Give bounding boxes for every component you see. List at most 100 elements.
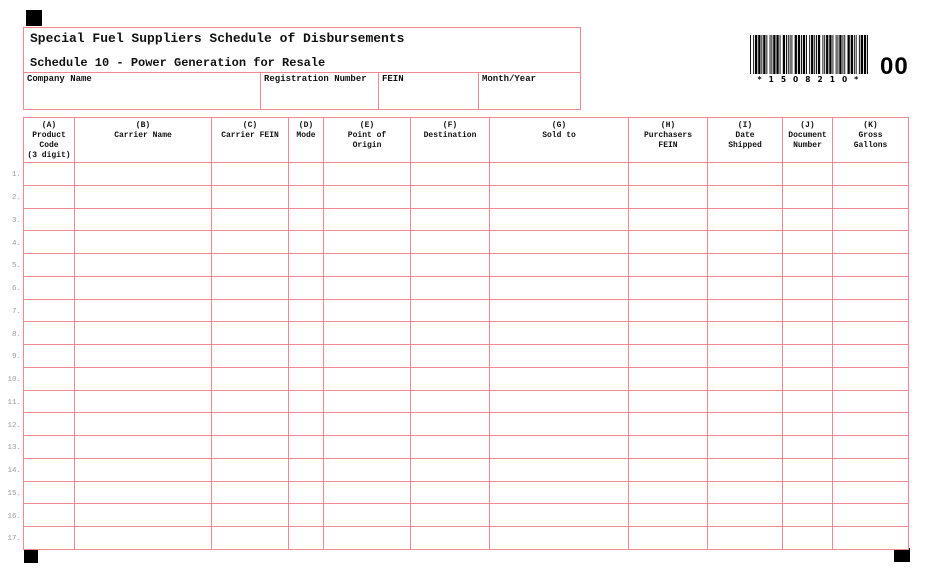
- table-cell[interactable]: [629, 413, 708, 437]
- table-cell[interactable]: [833, 390, 909, 414]
- table-cell[interactable]: [411, 367, 490, 391]
- table-cell[interactable]: [490, 481, 629, 505]
- table-cell[interactable]: [629, 231, 708, 255]
- table-cell[interactable]: [833, 436, 909, 459]
- table-cell[interactable]: [783, 527, 833, 550]
- table-cell[interactable]: [289, 390, 324, 414]
- table-cell[interactable]: [24, 185, 75, 209]
- table-cell[interactable]: [212, 367, 289, 391]
- table-cell[interactable]: [490, 299, 629, 323]
- table-cell[interactable]: [411, 345, 490, 368]
- table-cell[interactable]: [490, 208, 629, 232]
- table-cell[interactable]: [411, 299, 490, 323]
- table-cell[interactable]: [629, 345, 708, 368]
- table-cell[interactable]: [833, 458, 909, 482]
- table-cell[interactable]: [75, 322, 212, 346]
- table-cell[interactable]: [324, 481, 411, 505]
- table-cell[interactable]: [411, 231, 490, 255]
- table-cell[interactable]: [75, 527, 212, 550]
- table-cell[interactable]: [24, 163, 75, 186]
- table-cell[interactable]: [324, 185, 411, 209]
- table-cell[interactable]: [411, 208, 490, 232]
- table-cell[interactable]: [783, 254, 833, 277]
- table-cell[interactable]: [324, 322, 411, 346]
- table-cell[interactable]: [75, 254, 212, 277]
- table-cell[interactable]: [324, 345, 411, 368]
- table-cell[interactable]: [411, 254, 490, 277]
- table-cell[interactable]: [783, 458, 833, 482]
- table-cell[interactable]: [75, 208, 212, 232]
- table-cell[interactable]: [289, 231, 324, 255]
- table-cell[interactable]: [629, 276, 708, 300]
- table-cell[interactable]: [75, 481, 212, 505]
- table-cell[interactable]: [24, 390, 75, 414]
- table-cell[interactable]: [833, 504, 909, 528]
- field-company-name[interactable]: Company Name: [24, 73, 261, 109]
- table-cell[interactable]: [629, 299, 708, 323]
- table-cell[interactable]: [324, 231, 411, 255]
- table-cell[interactable]: [289, 413, 324, 437]
- table-cell[interactable]: [289, 345, 324, 368]
- table-cell[interactable]: [212, 208, 289, 232]
- table-cell[interactable]: [708, 413, 783, 437]
- table-cell[interactable]: [212, 413, 289, 437]
- table-cell[interactable]: [708, 208, 783, 232]
- table-cell[interactable]: [75, 345, 212, 368]
- table-cell[interactable]: [289, 504, 324, 528]
- table-cell[interactable]: [490, 322, 629, 346]
- table-cell[interactable]: [629, 322, 708, 346]
- table-cell[interactable]: [629, 481, 708, 505]
- table-cell[interactable]: [289, 163, 324, 186]
- table-cell[interactable]: [490, 276, 629, 300]
- table-cell[interactable]: [783, 390, 833, 414]
- table-cell[interactable]: [324, 504, 411, 528]
- table-cell[interactable]: [708, 436, 783, 459]
- table-cell[interactable]: [212, 345, 289, 368]
- table-cell[interactable]: [411, 390, 490, 414]
- table-cell[interactable]: [324, 254, 411, 277]
- table-cell[interactable]: [708, 299, 783, 323]
- table-cell[interactable]: [783, 345, 833, 368]
- table-cell[interactable]: [708, 390, 783, 414]
- table-cell[interactable]: [24, 504, 75, 528]
- field-month-year[interactable]: Month/Year: [479, 73, 580, 109]
- table-cell[interactable]: [411, 458, 490, 482]
- table-cell[interactable]: [833, 322, 909, 346]
- table-cell[interactable]: [708, 527, 783, 550]
- table-cell[interactable]: [75, 299, 212, 323]
- table-cell[interactable]: [833, 367, 909, 391]
- table-cell[interactable]: [783, 299, 833, 323]
- table-cell[interactable]: [708, 481, 783, 505]
- table-cell[interactable]: [833, 527, 909, 550]
- table-cell[interactable]: [490, 413, 629, 437]
- table-cell[interactable]: [629, 163, 708, 186]
- table-cell[interactable]: [212, 299, 289, 323]
- table-cell[interactable]: [833, 163, 909, 186]
- table-cell[interactable]: [24, 322, 75, 346]
- table-cell[interactable]: [833, 254, 909, 277]
- table-cell[interactable]: [212, 231, 289, 255]
- table-cell[interactable]: [75, 413, 212, 437]
- table-cell[interactable]: [411, 276, 490, 300]
- table-cell[interactable]: [24, 299, 75, 323]
- table-cell[interactable]: [490, 231, 629, 255]
- table-cell[interactable]: [24, 413, 75, 437]
- table-cell[interactable]: [783, 436, 833, 459]
- table-cell[interactable]: [324, 390, 411, 414]
- table-cell[interactable]: [411, 163, 490, 186]
- table-cell[interactable]: [75, 504, 212, 528]
- table-cell[interactable]: [708, 504, 783, 528]
- table-cell[interactable]: [708, 163, 783, 186]
- table-cell[interactable]: [212, 322, 289, 346]
- table-cell[interactable]: [629, 436, 708, 459]
- table-cell[interactable]: [75, 185, 212, 209]
- table-cell[interactable]: [212, 163, 289, 186]
- table-cell[interactable]: [708, 367, 783, 391]
- table-cell[interactable]: [24, 231, 75, 255]
- table-cell[interactable]: [289, 527, 324, 550]
- table-cell[interactable]: [324, 163, 411, 186]
- table-cell[interactable]: [75, 436, 212, 459]
- table-cell[interactable]: [324, 276, 411, 300]
- table-cell[interactable]: [212, 254, 289, 277]
- table-cell[interactable]: [490, 345, 629, 368]
